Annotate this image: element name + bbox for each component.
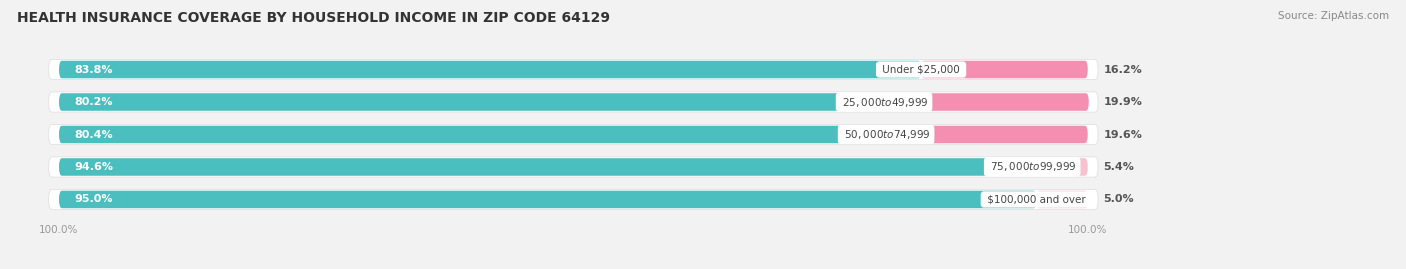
FancyBboxPatch shape xyxy=(59,61,921,78)
FancyBboxPatch shape xyxy=(59,191,1036,208)
FancyBboxPatch shape xyxy=(59,93,884,111)
Text: $50,000 to $74,999: $50,000 to $74,999 xyxy=(841,128,931,141)
Text: 5.0%: 5.0% xyxy=(1104,194,1133,204)
Text: 19.9%: 19.9% xyxy=(1104,97,1142,107)
FancyBboxPatch shape xyxy=(886,126,1088,143)
FancyBboxPatch shape xyxy=(884,93,1088,111)
Text: 16.2%: 16.2% xyxy=(1104,65,1142,75)
FancyBboxPatch shape xyxy=(49,157,1098,177)
FancyBboxPatch shape xyxy=(49,92,1098,112)
Text: 94.6%: 94.6% xyxy=(75,162,114,172)
FancyBboxPatch shape xyxy=(1036,191,1088,208)
Text: Source: ZipAtlas.com: Source: ZipAtlas.com xyxy=(1278,11,1389,21)
FancyBboxPatch shape xyxy=(49,189,1098,210)
Text: 80.4%: 80.4% xyxy=(75,129,112,140)
Text: 19.6%: 19.6% xyxy=(1104,129,1142,140)
Text: $75,000 to $99,999: $75,000 to $99,999 xyxy=(987,161,1077,174)
FancyBboxPatch shape xyxy=(59,126,886,143)
FancyBboxPatch shape xyxy=(921,61,1088,78)
Text: 5.4%: 5.4% xyxy=(1104,162,1135,172)
Text: 95.0%: 95.0% xyxy=(75,194,112,204)
Text: 80.2%: 80.2% xyxy=(75,97,112,107)
Text: Under $25,000: Under $25,000 xyxy=(879,65,963,75)
Text: HEALTH INSURANCE COVERAGE BY HOUSEHOLD INCOME IN ZIP CODE 64129: HEALTH INSURANCE COVERAGE BY HOUSEHOLD I… xyxy=(17,11,610,25)
FancyBboxPatch shape xyxy=(49,125,1098,144)
FancyBboxPatch shape xyxy=(59,158,1032,176)
Text: 83.8%: 83.8% xyxy=(75,65,112,75)
FancyBboxPatch shape xyxy=(1032,158,1088,176)
FancyBboxPatch shape xyxy=(49,59,1098,80)
Text: $25,000 to $49,999: $25,000 to $49,999 xyxy=(839,95,929,108)
Text: $100,000 and over: $100,000 and over xyxy=(984,194,1088,204)
